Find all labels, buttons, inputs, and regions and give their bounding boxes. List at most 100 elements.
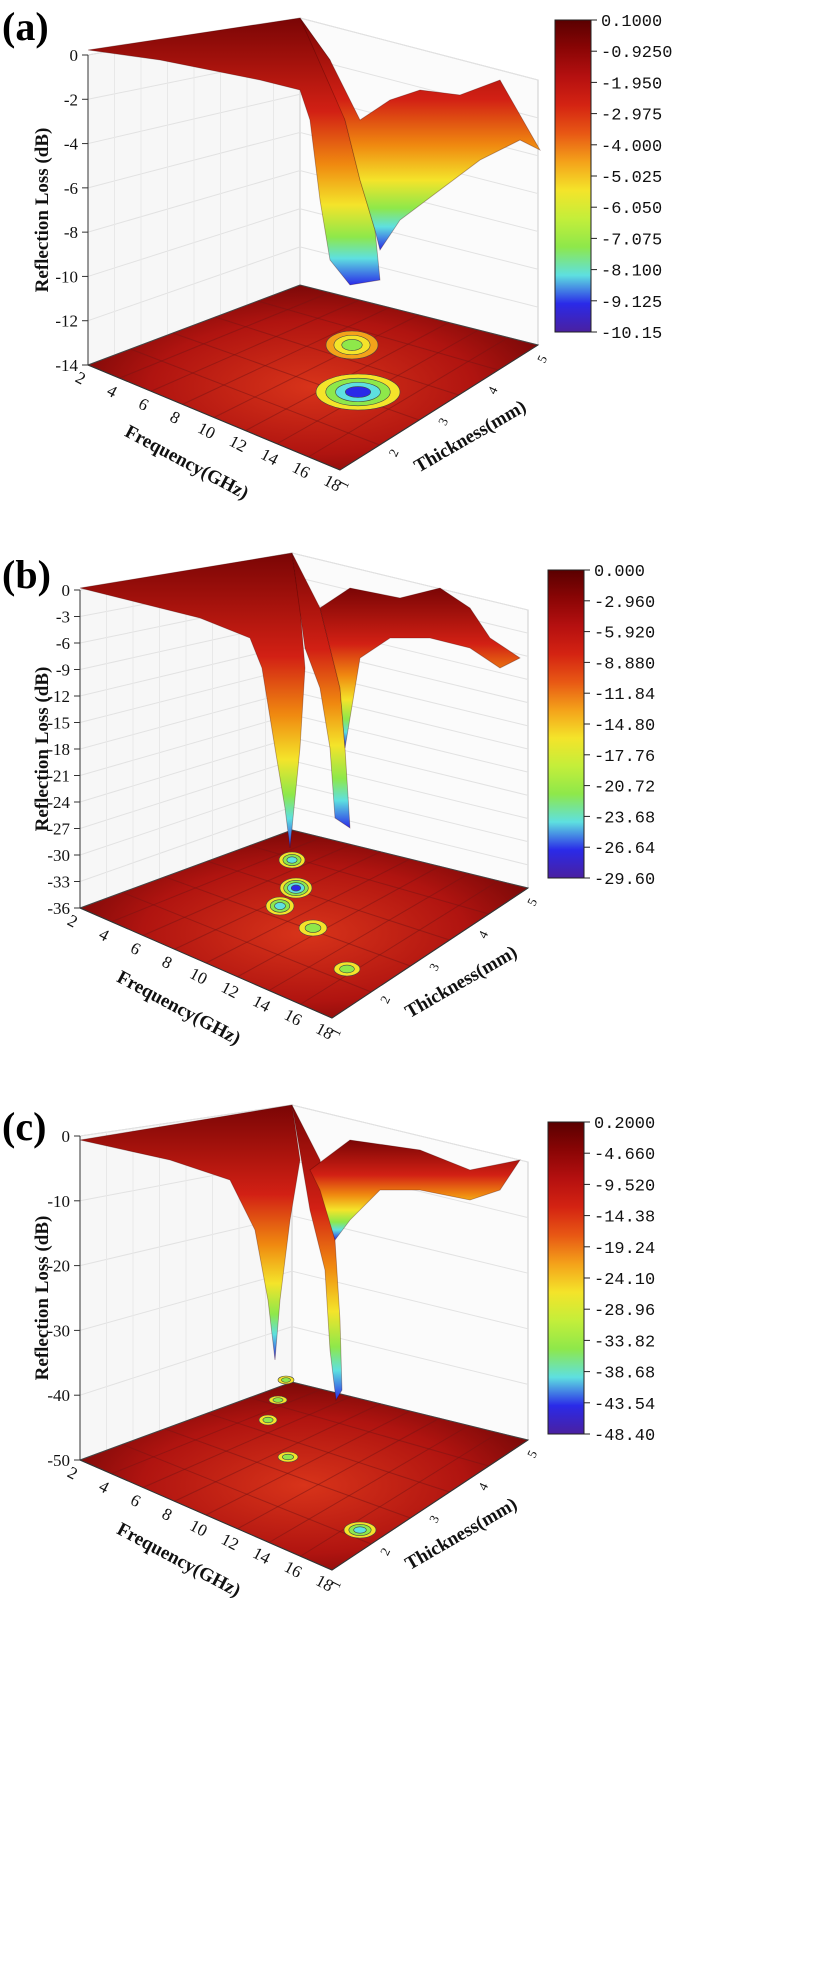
- colorbar-tick-label: -14.80: [594, 717, 655, 736]
- z-tick-label: -21: [47, 767, 70, 786]
- x-tick-label: 4: [104, 381, 121, 402]
- colorbar-tick-label: -14.38: [594, 1209, 655, 1228]
- colorbar-tick-label: -6.050: [601, 200, 662, 219]
- colorbar-tick-label: -2.975: [601, 107, 662, 126]
- z-tick-label: -33: [47, 873, 70, 892]
- panel-a: (a) 0 -2 -4 -6 -8 -10 -12 -14 Reflection Loss (dB…: [0, 0, 818, 650]
- y-tick-label: 3: [435, 415, 451, 427]
- z-tick-label: -6: [56, 634, 70, 653]
- panel-b: (b) 0 -3 -6 -9 -12 -15 -18 -21 -24 -27 -30 -33 -36 Ref…: [0, 548, 818, 1198]
- x-tick-label: 6: [127, 1490, 143, 1511]
- x-tick-label: 16: [281, 1005, 305, 1030]
- x-tick-label: 8: [159, 952, 175, 973]
- z-tick-label: -2: [64, 90, 78, 109]
- chart-b: (b) 0 -3 -6 -9 -12 -15 -18 -21 -24 -27 -30 -33 -36 Ref…: [2, 552, 655, 1050]
- contour-ring: [290, 884, 302, 892]
- colorbar-tick-label: -5.920: [594, 625, 655, 644]
- z-tick-label: -6: [64, 179, 78, 198]
- x-tick-label: 4: [96, 1477, 113, 1498]
- colorbar-tick-label: -29.60: [594, 871, 655, 890]
- z-tick-label: -30: [47, 846, 70, 865]
- z-tick-label: -12: [47, 687, 70, 706]
- z-axis: 0 -3 -6 -9 -12 -15 -18 -21 -24 -27 -30 -33 -36 Reflec…: [32, 581, 81, 918]
- x-tick-label: 16: [289, 458, 313, 483]
- y-tick-label: 5: [534, 353, 550, 365]
- colorbar-fill: [547, 1121, 585, 1435]
- chart-c: (c) 0 -10 -20 -30 -40 -50 Reflection Loss (dB) 2…: [2, 1104, 655, 1602]
- z-axis: 0 -10 -20 -30 -40 -50 Reflection Loss (dB): [32, 1127, 81, 1470]
- z-tick-label: -3: [56, 608, 70, 627]
- x-axis-title: Frequency(GHz): [113, 967, 244, 1050]
- x-tick-label: 6: [127, 938, 143, 959]
- contour-ring: [353, 1526, 367, 1534]
- contour-ring: [339, 964, 355, 974]
- colorbar-tick-label: -28.96: [594, 1302, 655, 1321]
- y-tick-label: 4: [475, 928, 492, 941]
- z-axis-title: Reflection Loss (dB): [32, 1216, 53, 1381]
- colorbar: 0.2000 -4.660 -9.520 -14.38 -19.24 -24.10 -28.…: [547, 1115, 655, 1446]
- colorbar-tick-label: -20.72: [594, 779, 655, 798]
- contour-ring: [286, 856, 298, 864]
- colorbar-tick-label: -23.68: [594, 809, 655, 828]
- colorbar-tick-label: 0.000: [594, 563, 645, 582]
- z-tick-label: -14: [55, 356, 78, 375]
- z-tick-label: 0: [62, 1127, 71, 1146]
- colorbar-tick-label: -48.40: [594, 1427, 655, 1446]
- colorbar-tick-label: -33.82: [594, 1333, 655, 1352]
- colorbar-tick-label: -4.660: [594, 1146, 655, 1165]
- contour-ring: [281, 1377, 291, 1383]
- x-tick-label: 12: [218, 978, 242, 1003]
- contour-ring: [341, 339, 363, 351]
- surface-patch: [309, 1139, 521, 1241]
- colorbar-tick-label: 0.1000: [601, 13, 662, 32]
- contour-ring: [282, 1453, 294, 1461]
- x-tick-label: 10: [195, 418, 219, 443]
- y-tick-label: 4: [484, 384, 501, 397]
- colorbar-tick-label: -2.960: [594, 594, 655, 613]
- z-axis-title: Reflection Loss (dB): [32, 667, 53, 832]
- colorbar: 0.000 -2.960 -5.920 -8.880 -11.84 -14.80 -17.7…: [547, 563, 655, 890]
- x-tick-label: 12: [218, 1530, 242, 1555]
- y-tick-label: 2: [385, 447, 401, 459]
- chart-a: (a) 0 -2 -4 -6 -8 -10 -12 -14 Reflection Loss (dB…: [2, 4, 672, 504]
- x-axis-title: Frequency(GHz): [113, 1519, 244, 1602]
- colorbar-tick-label: -4.000: [601, 138, 662, 157]
- colorbar-tick-label: -9.520: [594, 1177, 655, 1196]
- y-tick-label: 3: [426, 961, 442, 973]
- colorbar-tick-label: -9.125: [601, 294, 662, 313]
- z-tick-label: -18: [47, 740, 70, 759]
- x-tick-label: 14: [250, 991, 274, 1016]
- z-tick-label: -24: [47, 793, 70, 812]
- x-axis-title: Frequency(GHz): [121, 421, 252, 504]
- colorbar-tick-label: -26.64: [594, 840, 655, 859]
- colorbar-tick-label: -0.9250: [601, 44, 672, 63]
- z-tick-label: -30: [47, 1321, 70, 1340]
- x-tick-label: 10: [187, 964, 211, 989]
- colorbar-tick-label: -11.84: [594, 686, 655, 705]
- y-tick-label: 2: [377, 1545, 393, 1557]
- colorbar-tick-label: -5.025: [601, 169, 662, 188]
- z-tick-label: -9: [56, 661, 70, 680]
- x-tick-label: 8: [167, 407, 183, 428]
- x-tick-label: 6: [135, 394, 151, 415]
- z-axis-title: Reflection Loss (dB): [32, 128, 53, 293]
- colorbar-tick-label: -1.950: [601, 75, 662, 94]
- contour-ring: [345, 386, 371, 398]
- surface-patch: [79, 1104, 301, 1361]
- surface-patch: [319, 587, 521, 749]
- panel-label: (b): [2, 552, 51, 597]
- y-tick-label: 3: [426, 1513, 442, 1525]
- z-tick-label: -8: [64, 223, 78, 242]
- colorbar: 0.1000 -0.9250 -1.950 -2.975 -4.000 -5.025 -6.…: [554, 13, 672, 344]
- x-tick-label: 18: [321, 471, 345, 496]
- z-tick-label: -27: [47, 820, 70, 839]
- rl-surface: [87, 17, 542, 286]
- panel-c: (c) 0 -10 -20 -30 -40 -50 Reflection Loss (dB) 2…: [0, 1100, 818, 1750]
- colorbar-tick-label: -10.15: [601, 325, 662, 344]
- z-tick-label: -12: [55, 312, 78, 331]
- colorbar-tick-label: 0.2000: [594, 1115, 655, 1134]
- floor-contour: [78, 829, 530, 1019]
- contour-ring: [304, 923, 322, 933]
- y-tick-label: 5: [524, 1448, 540, 1460]
- contour-ring: [262, 1416, 274, 1424]
